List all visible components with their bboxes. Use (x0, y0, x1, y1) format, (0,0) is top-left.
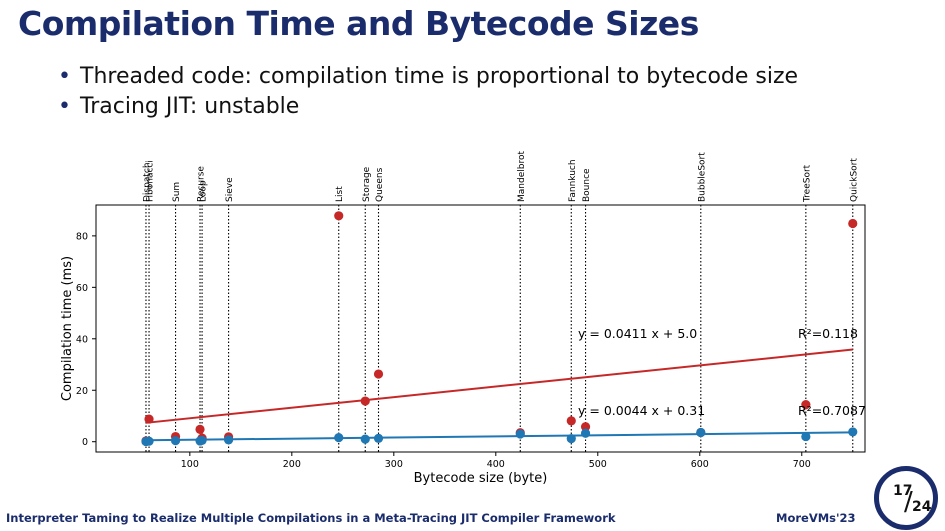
x-tick-label: 400 (487, 459, 505, 470)
benchmark-label: Recurse (197, 166, 207, 202)
x-tick-label: 200 (283, 459, 301, 470)
footer-paper-title: Interpreter Taming to Realize Multiple C… (6, 511, 616, 525)
x-tick-label: 600 (691, 459, 709, 470)
bullet-tracing-jit: Tracing JIT: unstable (58, 92, 798, 122)
data-point (515, 429, 525, 439)
page-slash-icon: / (904, 487, 913, 517)
benchmark-label: Bounce (582, 168, 592, 202)
x-tick-label: 700 (793, 459, 811, 470)
slide-title: Compilation Time and Bytecode Sizes (18, 4, 699, 43)
data-point (334, 211, 344, 221)
data-point (566, 416, 576, 426)
x-tick-label: 100 (181, 459, 199, 470)
data-point (848, 427, 858, 437)
y-tick-label: 0 (82, 437, 88, 448)
data-point (170, 436, 181, 446)
fit-equation: y = 0.0044 x + 0.31 (578, 403, 705, 418)
y-tick-label: 60 (76, 283, 88, 294)
benchmark-label: Fibonacci (146, 160, 156, 202)
page-total: 24 (912, 499, 932, 515)
data-point (801, 431, 811, 442)
benchmark-label: QuickSort (849, 158, 859, 202)
fit-equation: y = 0.0411 x + 5.0 (578, 326, 697, 341)
data-point (360, 396, 370, 406)
y-axis-label: Compilation time (ms) (60, 256, 75, 401)
y-tick-label: 80 (76, 231, 88, 242)
benchmark-label: Loop (199, 180, 209, 202)
benchmark-label: Dispatch (142, 162, 152, 202)
data-point (801, 400, 811, 410)
x-tick-label: 500 (589, 459, 607, 470)
x-tick-label: 300 (385, 459, 403, 470)
benchmark-label: Sieve (225, 177, 235, 202)
benchmark-label: TreeSort (802, 164, 812, 203)
data-point (360, 434, 370, 444)
footer-venue: MoreVMs'23 (776, 511, 856, 525)
fit-r-squared: R²=0.7087 (798, 403, 866, 418)
data-point (223, 435, 234, 445)
fit-line (145, 431, 853, 442)
data-point (373, 433, 384, 443)
data-point (580, 428, 591, 438)
y-tick-label: 40 (76, 334, 88, 345)
data-point (848, 218, 858, 229)
page-number-badge: 17 / 24 (874, 466, 938, 530)
data-point (566, 434, 576, 444)
benchmark-label: Storage (362, 166, 372, 202)
plot-frame (95, 204, 866, 453)
data-point (373, 369, 384, 379)
benchmark-label: Sum (172, 182, 182, 202)
benchmark-label: BubbleSort (697, 152, 707, 202)
bullet-threaded-code: Threaded code: compilation time is propo… (58, 62, 798, 92)
fit-r-squared: R²=0.118 (798, 326, 858, 341)
data-point (334, 432, 344, 443)
benchmark-label: Mandelbrot (517, 151, 527, 202)
x-axis-label: Bytecode size (byte) (414, 471, 548, 486)
bullet-list: Threaded code: compilation time is propo… (58, 62, 798, 122)
data-point (144, 436, 154, 446)
benchmark-label: Fannkuch (568, 159, 578, 202)
benchmark-label: List (335, 186, 345, 202)
page-current: 17 (893, 483, 913, 499)
benchmark-label: Queens (375, 167, 385, 202)
data-point (696, 427, 706, 438)
data-point (195, 424, 205, 434)
data-point (197, 435, 207, 446)
data-point (580, 422, 591, 432)
fit-line (145, 348, 853, 424)
data-point (144, 414, 154, 424)
y-tick-label: 20 (76, 386, 88, 397)
